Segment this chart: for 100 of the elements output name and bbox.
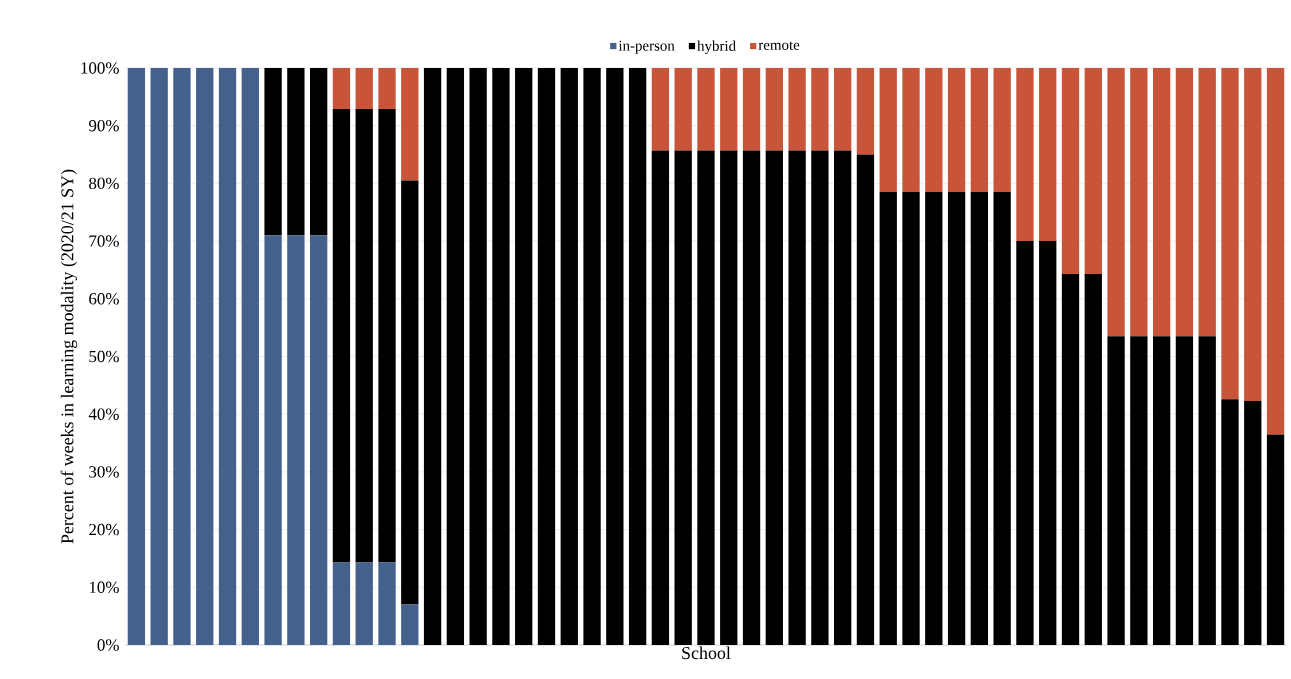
bar bbox=[401, 67, 419, 181]
bar bbox=[355, 67, 373, 109]
bar bbox=[925, 67, 943, 193]
bar bbox=[788, 150, 806, 645]
bar bbox=[196, 67, 214, 645]
bar bbox=[788, 67, 806, 151]
bar bbox=[742, 150, 761, 645]
bar bbox=[856, 67, 875, 155]
bar bbox=[1221, 399, 1239, 645]
bar bbox=[1130, 67, 1148, 337]
bar bbox=[697, 67, 715, 151]
bar bbox=[401, 180, 419, 605]
bar bbox=[993, 192, 1011, 645]
bar bbox=[834, 150, 852, 645]
y-axis-title: Percent of weeks in learning modality (2020/21 SY) bbox=[60, 169, 78, 544]
bar bbox=[742, 67, 761, 151]
bar bbox=[1175, 336, 1194, 645]
bar bbox=[970, 67, 989, 193]
bar bbox=[173, 67, 191, 645]
bar bbox=[378, 562, 396, 645]
bar bbox=[879, 192, 897, 645]
bar bbox=[834, 67, 852, 151]
bar bbox=[811, 67, 829, 151]
bar bbox=[355, 562, 373, 645]
bar bbox=[1084, 273, 1102, 645]
bar bbox=[446, 67, 465, 645]
bar bbox=[1084, 67, 1102, 274]
bar bbox=[241, 67, 259, 645]
y-tick-label: 60% bbox=[89, 293, 119, 305]
bar bbox=[970, 192, 989, 645]
bar bbox=[423, 67, 442, 645]
y-tick-label: 10% bbox=[89, 581, 119, 594]
bar bbox=[993, 67, 1011, 193]
legend-label: in-person bbox=[618, 40, 675, 54]
bar bbox=[332, 108, 351, 563]
y-tick-label: 30% bbox=[89, 466, 119, 478]
bar bbox=[651, 150, 670, 645]
bar bbox=[1039, 67, 1057, 242]
bar bbox=[765, 150, 783, 645]
bar bbox=[560, 67, 578, 645]
bar bbox=[218, 67, 237, 645]
y-tick-label: 40% bbox=[88, 408, 119, 420]
bar bbox=[1039, 241, 1057, 645]
bar bbox=[1016, 241, 1034, 645]
bar bbox=[310, 67, 328, 236]
bar bbox=[1061, 67, 1080, 274]
bar bbox=[925, 192, 943, 645]
bar bbox=[765, 67, 783, 151]
bar bbox=[720, 150, 738, 645]
y-tick-label: 0% bbox=[97, 639, 119, 651]
bar bbox=[127, 67, 146, 645]
bar bbox=[1198, 336, 1216, 645]
y-tick-label: 70% bbox=[89, 235, 119, 247]
bar bbox=[1107, 67, 1125, 337]
bar bbox=[697, 150, 715, 645]
bar bbox=[515, 67, 533, 645]
bar bbox=[1244, 67, 1262, 401]
bar bbox=[378, 67, 396, 109]
bar bbox=[492, 67, 510, 645]
y-tick-label: 50% bbox=[89, 350, 119, 363]
bar bbox=[264, 235, 282, 645]
bar bbox=[879, 67, 897, 193]
y-tick-label: 90% bbox=[88, 119, 119, 132]
bar bbox=[264, 67, 282, 236]
bar bbox=[1244, 400, 1262, 645]
bar bbox=[720, 67, 738, 151]
bar bbox=[651, 67, 670, 151]
bar bbox=[1152, 67, 1171, 337]
y-tick-label: 20% bbox=[89, 523, 119, 536]
bar bbox=[401, 604, 419, 645]
bar bbox=[1221, 67, 1239, 400]
bar bbox=[469, 67, 487, 645]
bar bbox=[811, 150, 829, 645]
bar bbox=[947, 67, 966, 193]
y-tick-label: 100% bbox=[81, 62, 119, 74]
bar bbox=[1152, 336, 1171, 645]
bar bbox=[537, 67, 556, 645]
bar bbox=[1198, 67, 1216, 337]
y-tick-label: 80% bbox=[89, 177, 119, 190]
legend-label: remote bbox=[758, 41, 800, 50]
x-axis-title: School bbox=[682, 646, 731, 660]
bar bbox=[902, 67, 920, 193]
bar bbox=[628, 67, 647, 645]
bar bbox=[1130, 336, 1148, 645]
bar bbox=[1175, 67, 1194, 337]
bar bbox=[606, 67, 624, 645]
bar bbox=[674, 67, 692, 151]
bar bbox=[902, 192, 920, 645]
bar bbox=[355, 108, 373, 563]
bar bbox=[150, 67, 168, 645]
bar bbox=[1107, 336, 1125, 645]
bar bbox=[1016, 67, 1034, 242]
bar bbox=[310, 235, 328, 645]
bar bbox=[332, 562, 351, 645]
bar bbox=[287, 235, 305, 645]
bar bbox=[287, 67, 305, 236]
bar bbox=[1266, 67, 1285, 435]
bar bbox=[1061, 273, 1080, 645]
bar bbox=[856, 154, 875, 645]
bar bbox=[583, 67, 601, 645]
